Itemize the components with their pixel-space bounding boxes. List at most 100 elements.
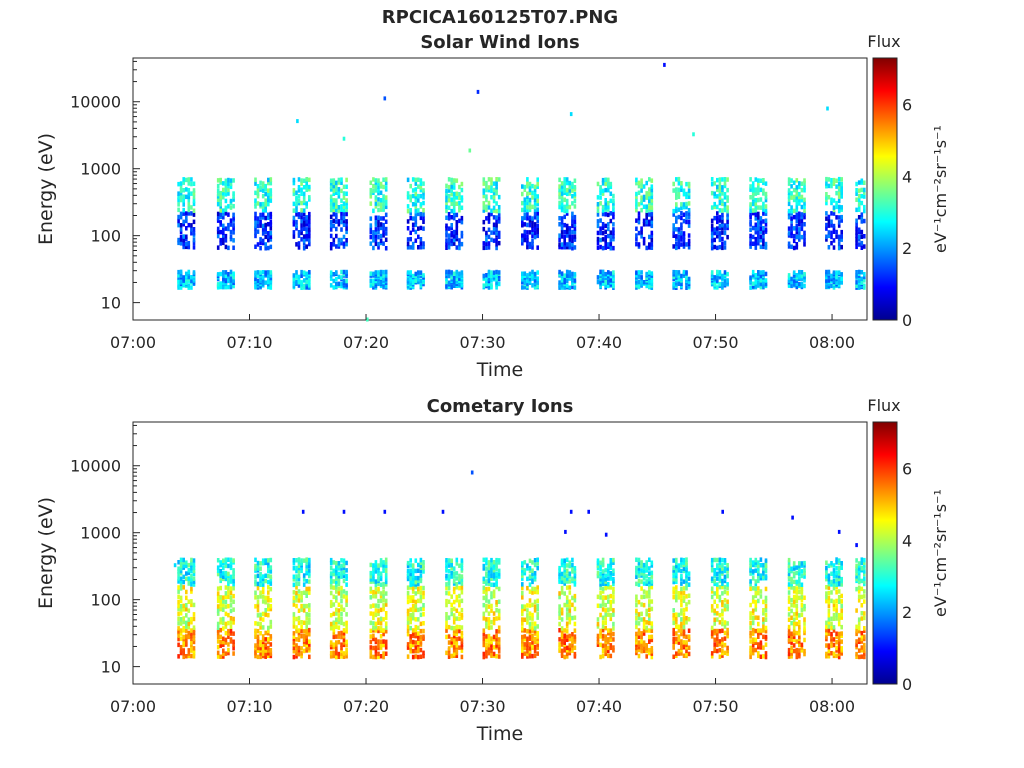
heatmap-cell — [531, 633, 534, 639]
heatmap-cell — [340, 283, 343, 289]
heatmap-cell — [640, 594, 643, 600]
heatmap-cell — [803, 606, 806, 612]
heatmap-cell — [612, 245, 615, 251]
heatmap-cell — [749, 241, 752, 246]
heatmap-cell — [487, 625, 491, 631]
heatmap-cell — [531, 653, 534, 659]
heatmap-cell — [295, 279, 298, 285]
heatmap-cell — [677, 591, 681, 596]
heatmap-cell — [558, 283, 561, 288]
heatmap-cell — [754, 187, 758, 192]
heatmap-cell — [565, 278, 569, 283]
heatmap-cell — [490, 576, 493, 581]
heatmap-cell — [417, 636, 420, 641]
heatmap-cell — [264, 222, 267, 228]
heatmap-cell — [612, 608, 615, 613]
heatmap-cell — [672, 590, 675, 595]
heatmap-cell — [803, 208, 806, 214]
heatmap-cell — [612, 599, 615, 604]
heatmap-cell — [718, 566, 722, 571]
heatmap-cell — [224, 273, 228, 279]
heatmap-cell — [713, 574, 716, 579]
heatmap-cell — [179, 197, 183, 203]
heatmap-cell — [560, 205, 564, 210]
heatmap-cell — [675, 636, 678, 642]
heatmap-cell — [835, 648, 838, 653]
heatmap-cell — [599, 654, 602, 660]
heatmap-cell — [560, 242, 564, 247]
heatmap-cell — [342, 578, 346, 584]
heatmap-cell — [227, 628, 230, 634]
heatmap-cell — [487, 642, 491, 648]
heatmap-cell — [521, 582, 524, 587]
heatmap-cell — [531, 628, 534, 633]
heatmap-cell — [764, 222, 768, 227]
heatmap-cell — [335, 561, 338, 566]
heatmap-cell — [558, 608, 561, 613]
heatmap-cell — [754, 273, 758, 278]
heatmap-cell — [308, 279, 311, 285]
heatmap-cell — [305, 642, 308, 648]
heatmap-cell — [536, 276, 539, 281]
heatmap-cell — [718, 218, 722, 223]
heatmap-cell — [335, 565, 338, 570]
heatmap-cell — [187, 207, 191, 213]
heatmap-cell — [267, 573, 270, 579]
heatmap-cell — [192, 237, 196, 243]
heatmap-cell — [685, 582, 688, 587]
heatmap-cell — [177, 278, 180, 283]
heatmap-cell — [447, 216, 451, 221]
heatmap-cell — [497, 642, 501, 648]
heatmap-cell — [455, 195, 459, 200]
heatmap-cell — [787, 612, 791, 617]
heatmap-cell — [482, 566, 486, 571]
heatmap-cell — [721, 191, 724, 196]
heatmap-cell — [409, 208, 412, 213]
heatmap-cell — [790, 244, 793, 249]
heatmap-cell — [596, 212, 600, 217]
heatmap-cell — [612, 214, 615, 220]
heatmap-cell — [497, 586, 501, 592]
heatmap-cell — [302, 278, 306, 283]
heatmap-cell — [302, 226, 306, 231]
heatmap-cell — [762, 574, 765, 579]
heatmap-cell — [635, 608, 638, 614]
heatmap-cell — [855, 207, 858, 213]
heatmap-cell — [837, 639, 841, 644]
heatmap-cell — [495, 242, 498, 247]
heatmap-cell — [863, 218, 866, 224]
heatmap-cell — [835, 590, 838, 595]
heatmap-cell — [490, 195, 493, 200]
heatmap-cell — [487, 617, 491, 622]
heatmap-cell — [713, 244, 716, 250]
heatmap-cell — [827, 651, 831, 656]
heatmap-cell — [232, 283, 235, 289]
heatmap-cell — [718, 654, 722, 659]
heatmap-cell — [485, 598, 488, 603]
heatmap-cell — [749, 187, 752, 192]
heatmap-cell — [718, 195, 722, 200]
heatmap-cell — [495, 227, 498, 232]
heatmap-cell — [749, 202, 752, 207]
heatmap-cell — [267, 284, 270, 290]
heatmap-cell — [648, 576, 651, 582]
heatmap-cell — [713, 204, 716, 210]
heatmap-cell — [337, 563, 341, 569]
heatmap-cell — [372, 589, 375, 595]
heatmap-cell — [182, 207, 185, 213]
heatmap-cell — [300, 200, 303, 206]
heatmap-cell — [710, 230, 714, 235]
heatmap-cell — [604, 181, 607, 187]
heatmap-cell — [863, 278, 866, 283]
heatmap-cell — [495, 654, 498, 659]
heatmap-cell — [599, 642, 602, 648]
heatmap-cell — [374, 215, 378, 220]
heatmap-cell — [492, 208, 496, 213]
x-tick-label: 07:00 — [110, 333, 156, 352]
heatmap-cell — [460, 577, 464, 582]
heatmap-cell — [487, 200, 491, 206]
heatmap-cell — [261, 574, 265, 579]
heatmap-cell — [607, 226, 610, 232]
heatmap-cell — [342, 215, 346, 221]
heatmap-cell — [384, 557, 388, 563]
